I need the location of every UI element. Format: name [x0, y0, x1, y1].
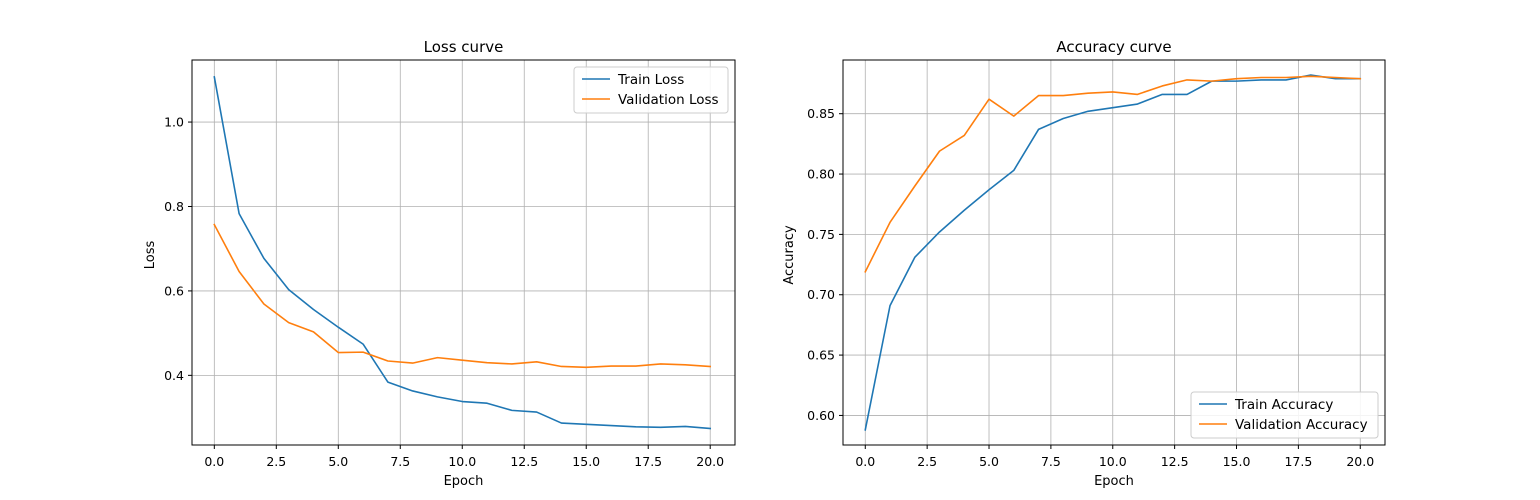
loss-chart: Loss curve Epoch Loss 0.0 2.5 5.0 7.5 10.0 12… [143, 38, 736, 489]
loss-legend-box [573, 66, 729, 114]
loss-xtick-label-1: 2.5 [266, 454, 286, 469]
accuracy-chart-xlabel: Epoch [1094, 474, 1134, 489]
accuracy-chart-ylabel: Accuracy [782, 225, 797, 285]
accuracy-ytick-label-0: 0.60 [807, 408, 835, 423]
accuracy-xtick-label-1: 2.5 [917, 454, 937, 469]
accuracy-axes-frame [842, 59, 1386, 446]
loss-axes-frame [191, 59, 736, 446]
accuracy-ytick-label-2: 0.70 [807, 287, 835, 302]
accuracy-ytick-label-1: 0.65 [807, 348, 835, 363]
loss-xtick-label-4: 10.0 [448, 454, 476, 469]
loss-ytick-label-3: 1.0 [164, 115, 184, 130]
accuracy-series-line-0 [864, 74, 1362, 431]
accuracy-ytick-label-4: 0.80 [807, 167, 835, 182]
loss-xtick-label-3: 7.5 [390, 454, 410, 469]
accuracy-xtick-label-8: 20.0 [1346, 454, 1374, 469]
loss-legend-label-1: Validation Loss [618, 92, 719, 108]
loss-ytick-label-2: 0.8 [164, 199, 184, 214]
accuracy-legend: Train Accuracy Validation Accuracy [1190, 391, 1379, 439]
loss-legend-label-0: Train Loss [617, 72, 684, 88]
accuracy-series-line-1 [864, 75, 1362, 273]
loss-chart-ylabel: Loss [143, 241, 158, 270]
accuracy-chart-title: Accuracy curve [1056, 38, 1171, 56]
loss-xtick-label-0: 0.0 [204, 454, 224, 469]
accuracy-chart: Accuracy curve Epoch Accuracy 0.0 2.5 5.0 7… [782, 38, 1386, 489]
accuracy-xtick-label-5: 12.5 [1161, 454, 1189, 469]
loss-chart-xlabel: Epoch [444, 474, 484, 489]
accuracy-xtick-label-2: 5.0 [979, 454, 999, 469]
loss-series-line-0 [213, 75, 712, 430]
accuracy-ytick-label-3: 0.75 [807, 227, 835, 242]
loss-legend: Train Loss Validation Loss [573, 66, 729, 114]
loss-chart-title: Loss curve [424, 38, 504, 56]
accuracy-legend-box [1190, 391, 1379, 439]
accuracy-ytick-label-5: 0.85 [807, 106, 835, 121]
accuracy-xtick-label-6: 15.0 [1223, 454, 1251, 469]
accuracy-legend-label-1: Validation Accuracy [1235, 417, 1368, 433]
accuracy-xtick-label-3: 7.5 [1041, 454, 1061, 469]
loss-xtick-label-6: 15.0 [572, 454, 600, 469]
loss-ytick-label-1: 0.6 [164, 283, 184, 298]
loss-xtick-label-5: 12.5 [510, 454, 538, 469]
accuracy-legend-label-0: Train Accuracy [1234, 397, 1333, 413]
loss-xtick-label-8: 20.0 [696, 454, 724, 469]
accuracy-xtick-label-7: 17.5 [1284, 454, 1312, 469]
loss-xtick-label-2: 5.0 [328, 454, 348, 469]
accuracy-xtick-label-4: 10.0 [1099, 454, 1127, 469]
accuracy-xtick-label-0: 0.0 [855, 454, 875, 469]
loss-ytick-label-0: 0.4 [164, 368, 184, 383]
loss-series-line-1 [213, 223, 712, 369]
loss-xtick-label-7: 17.5 [634, 454, 662, 469]
